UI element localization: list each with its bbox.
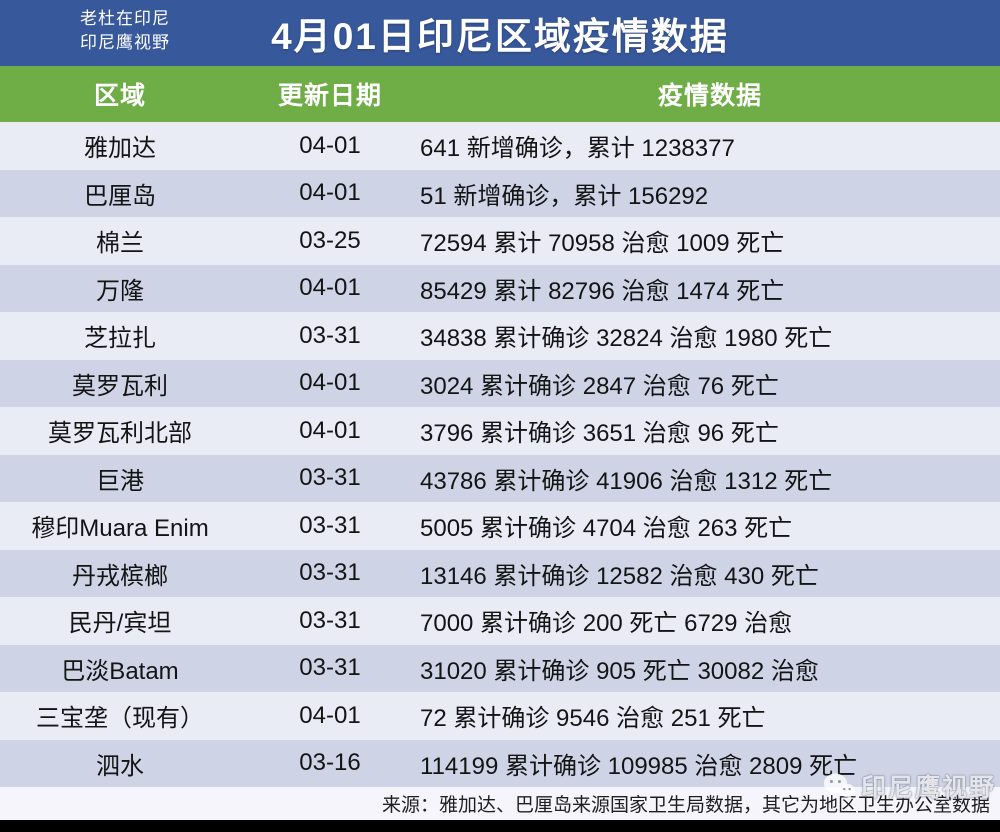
table-row: 万隆 04-01 85429 累计 82796 治愈 1474 死亡 (0, 264, 1000, 312)
table-row: 莫罗瓦利北部 04-01 3796 累计确诊 3651 治愈 96 死亡 (0, 407, 1000, 455)
date-cell: 04-01 (299, 416, 361, 444)
date-cell: 03-25 (299, 226, 361, 254)
region-cell: 莫罗瓦利北部 (48, 420, 192, 448)
date-cell: 04-01 (299, 131, 361, 159)
date-cell: 03-31 (299, 559, 361, 587)
region-cell: 穆印Muara Enim (31, 515, 209, 543)
column-header-data: 疫情数据 (657, 82, 762, 110)
data-cell: 5005 累计确诊 4704 治愈 263 死亡 (420, 515, 793, 543)
table-row: 巴淡Batam 03-31 31020 累计确诊 905 死亡 30082 治愈 (0, 644, 1000, 692)
date-cell: 03-31 (299, 606, 361, 634)
table-row: 穆印Muara Enim 03-31 5005 累计确诊 4704 治愈 263 死… (0, 502, 1000, 550)
date-cell: 04-01 (299, 274, 361, 302)
date-cell: 04-01 (299, 369, 361, 397)
region-cell: 巴厘岛 (84, 182, 156, 210)
brand-line-2: 印尼鹰视野 (80, 33, 170, 52)
data-cell: 7000 累计确诊 200 死亡 6729 治愈 (420, 610, 793, 638)
region-cell: 巨港 (96, 467, 144, 495)
table-row: 雅加达 04-01 641 新增确诊，累计 1238377 (0, 122, 1000, 170)
region-cell: 棉兰 (96, 230, 144, 258)
date-cell: 04-01 (299, 701, 361, 729)
data-cell: 34838 累计确诊 32824 治愈 1980 死亡 (420, 325, 833, 353)
data-cell: 31020 累计确诊 905 死亡 30082 治愈 (420, 657, 819, 685)
data-cell: 3796 累计确诊 3651 治愈 96 死亡 (420, 420, 779, 448)
date-cell: 03-31 (299, 654, 361, 682)
data-cell: 72594 累计 70958 治愈 1009 死亡 (420, 230, 785, 258)
data-cell: 13146 累计确诊 12582 治愈 430 死亡 (420, 562, 819, 590)
table-row: 民丹/宾坦 03-31 7000 累计确诊 200 死亡 6729 治愈 (0, 597, 1000, 645)
date-cell: 04-01 (299, 179, 361, 207)
table-row: 莫罗瓦利 04-01 3024 累计确诊 2847 治愈 76 死亡 (0, 359, 1000, 407)
region-cell: 民丹/宾坦 (68, 610, 172, 638)
date-cell: 03-31 (299, 464, 361, 492)
region-cell: 莫罗瓦利 (72, 372, 168, 400)
data-cell: 114199 累计确诊 109985 治愈 2809 死亡 (420, 752, 858, 780)
top-bar: 老杜在印尼 印尼鹰视野 4月01日印尼区域疫情数据 (0, 0, 1000, 66)
data-cell: 641 新增确诊，累计 1238377 (420, 135, 735, 163)
region-cell: 巴淡Batam (61, 657, 179, 685)
table-row: 泗水 03-16 114199 累计确诊 109985 治愈 2809 死亡 (0, 739, 1000, 787)
date-cell: 03-16 (299, 749, 361, 777)
column-header-date: 更新日期 (277, 82, 382, 110)
bottom-black-bar (0, 820, 1000, 832)
table-row: 巨港 03-31 43786 累计确诊 41906 治愈 1312 死亡 (0, 454, 1000, 502)
page-title: 4月01日印尼区域疫情数据 (271, 16, 729, 57)
source-note: 来源：雅加达、巴厘岛来源国家卫生局数据，其它为地区卫生办公室数据 (0, 787, 1000, 820)
brand-line-1: 老杜在印尼 (80, 9, 170, 28)
data-cell: 3024 累计确诊 2847 治愈 76 死亡 (420, 372, 779, 400)
date-cell: 03-31 (299, 511, 361, 539)
brand-text: 老杜在印尼 印尼鹰视野 (80, 7, 170, 55)
table-row: 丹戎槟榔 03-31 13146 累计确诊 12582 治愈 430 死亡 (0, 549, 1000, 597)
table-column-header: 区域 更新日期 疫情数据 (0, 66, 1000, 122)
date-cell: 03-31 (299, 321, 361, 349)
region-cell: 万隆 (96, 277, 144, 305)
table-row: 三宝垄（现有） 04-01 72 累计确诊 9546 治愈 251 死亡 (0, 692, 1000, 740)
table-row: 芝拉扎 03-31 34838 累计确诊 32824 治愈 1980 死亡 (0, 312, 1000, 360)
region-cell: 丹戎槟榔 (72, 562, 168, 590)
region-cell: 泗水 (96, 752, 144, 780)
table-row: 棉兰 03-25 72594 累计 70958 治愈 1009 死亡 (0, 217, 1000, 265)
data-cell: 85429 累计 82796 治愈 1474 死亡 (420, 277, 785, 305)
data-cell: 51 新增确诊，累计 156292 (420, 182, 709, 210)
region-cell: 芝拉扎 (84, 325, 156, 353)
table-row: 巴厘岛 04-01 51 新增确诊，累计 156292 (0, 169, 1000, 217)
table-body: 雅加达 04-01 641 新增确诊，累计 1238377 巴厘岛 04-01 51 新增… (0, 122, 1000, 787)
region-cell: 雅加达 (84, 135, 156, 163)
data-cell: 43786 累计确诊 41906 治愈 1312 死亡 (420, 467, 833, 495)
data-cell: 72 累计确诊 9546 治愈 251 死亡 (420, 705, 766, 733)
column-header-region: 区域 (93, 82, 146, 110)
region-cell: 三宝垄（现有） (36, 705, 204, 733)
